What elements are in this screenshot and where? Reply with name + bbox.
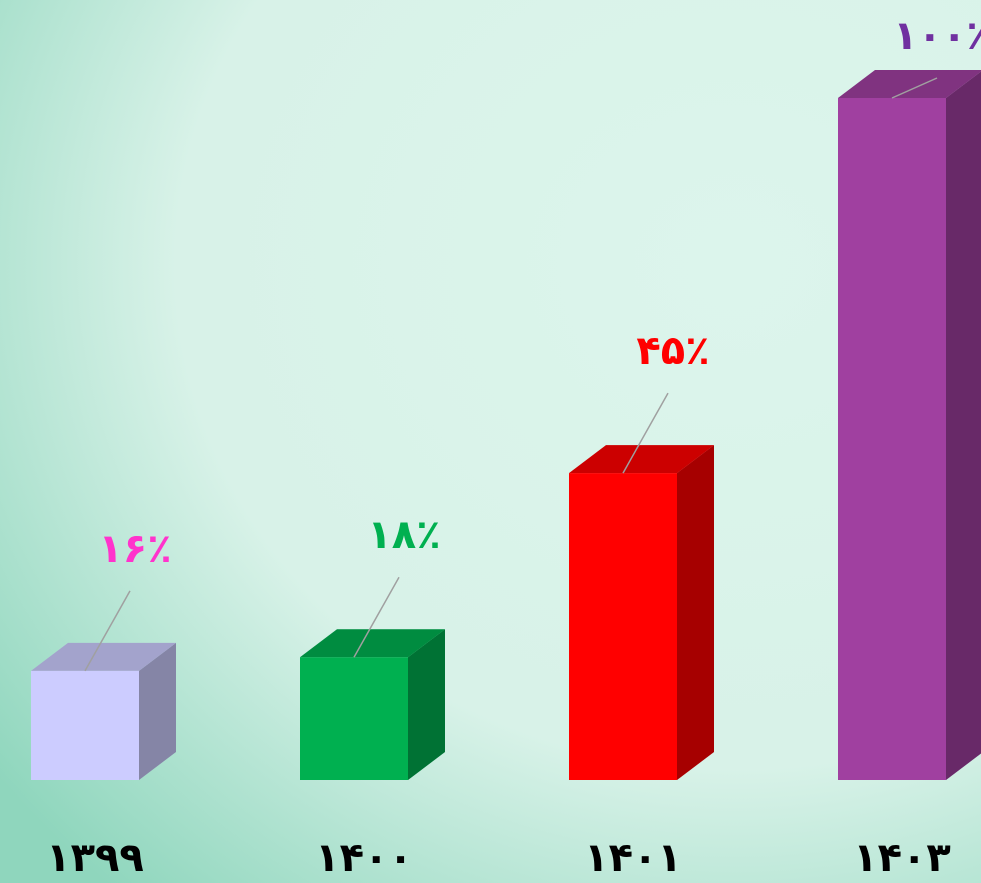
bar-side-shade: [408, 629, 445, 780]
leader-line: [891, 77, 938, 99]
x-tick-label: ۱۴۰۰: [315, 835, 413, 881]
x-tick-label: ۱۴۰۱: [584, 835, 682, 881]
bar-side-shade: [139, 642, 176, 780]
bar-side: [139, 642, 176, 780]
value-label: ۱۶٪: [98, 526, 171, 572]
bar: [31, 670, 139, 780]
bar-top-shade: [838, 70, 981, 98]
bar-top: [300, 629, 445, 658]
leader-line: [84, 590, 131, 672]
value-label: ۱۸٪: [367, 512, 440, 558]
leader-line: [353, 576, 400, 658]
bar-side-shade: [677, 445, 714, 780]
bar-side: [677, 445, 714, 780]
bar: [300, 657, 408, 780]
bar: [569, 473, 677, 780]
leader-line: [622, 392, 669, 474]
bar-side-shade: [946, 71, 981, 780]
value-label: ۴۵٪: [636, 328, 709, 374]
x-tick-label: ۱۳۹۹: [46, 835, 144, 881]
bar-top: [569, 445, 714, 474]
bar-top-shade: [300, 629, 445, 658]
x-tick-label: ۱۴۰۳: [853, 835, 951, 881]
bar-top-shade: [31, 642, 176, 671]
bar-top-shade: [569, 445, 714, 474]
bar: [838, 98, 946, 780]
value-label: ۱۰۰٪: [893, 13, 981, 59]
bar-side: [946, 71, 981, 780]
bar-top: [838, 70, 981, 98]
bar-side: [408, 629, 445, 780]
bar-top: [31, 642, 176, 671]
